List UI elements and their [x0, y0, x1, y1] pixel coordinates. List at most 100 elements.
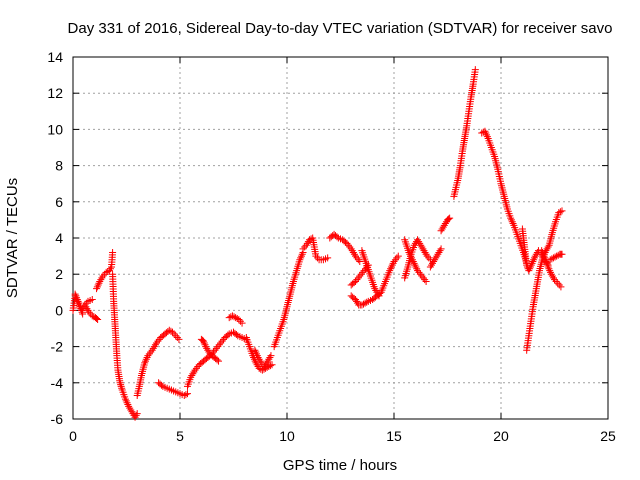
data-point — [429, 259, 437, 267]
data-point — [258, 366, 266, 374]
data-point — [417, 241, 425, 249]
data-point — [73, 294, 81, 302]
data-point — [483, 133, 491, 141]
data-point — [324, 254, 332, 262]
data-point — [525, 267, 533, 275]
data-point — [481, 127, 489, 135]
data-point — [264, 357, 272, 365]
data-point — [343, 239, 351, 247]
data-point — [238, 319, 246, 327]
data-point — [169, 328, 177, 336]
data-point — [555, 281, 563, 289]
data-point — [211, 346, 219, 354]
y-tick-label: 4 — [55, 230, 63, 246]
data-point — [225, 314, 233, 322]
data-point — [430, 258, 438, 266]
data-point — [217, 339, 225, 347]
data-point — [141, 357, 149, 365]
data-point — [255, 364, 263, 372]
data-point — [254, 353, 262, 361]
data-point — [301, 243, 309, 251]
y-tick-label: -2 — [51, 339, 64, 355]
data-point — [354, 256, 362, 264]
data-point — [350, 250, 358, 258]
data-point — [131, 413, 139, 421]
data-point — [78, 308, 86, 316]
data-point — [509, 220, 517, 228]
data-point — [546, 256, 554, 264]
data-point — [483, 131, 491, 139]
data-point — [552, 277, 560, 285]
data-point — [547, 270, 555, 278]
data-point — [148, 346, 156, 354]
data-point — [77, 305, 85, 313]
data-point — [128, 408, 136, 416]
data-point — [144, 352, 152, 360]
data-point — [145, 350, 153, 358]
data-point — [353, 297, 361, 305]
data-point — [432, 254, 440, 262]
data-point — [556, 208, 564, 216]
data-point — [232, 314, 240, 322]
data-point — [267, 352, 275, 360]
data-point — [427, 261, 435, 269]
data-point — [235, 315, 243, 323]
data-point — [416, 270, 424, 278]
data-point — [228, 312, 236, 320]
data-point — [341, 238, 349, 246]
data-point — [105, 267, 113, 275]
data-point — [215, 341, 223, 349]
data-point — [155, 335, 163, 343]
data-point — [102, 268, 110, 276]
data-point — [436, 247, 444, 255]
data-point — [180, 391, 188, 399]
data-point — [79, 310, 87, 318]
data-point — [93, 283, 101, 291]
data-point — [434, 250, 442, 258]
data-point — [437, 245, 445, 253]
data-point — [551, 276, 558, 284]
data-point — [426, 263, 434, 271]
data-point — [482, 129, 490, 137]
data-point — [204, 346, 212, 354]
data-point — [255, 355, 263, 363]
data-point — [363, 298, 371, 306]
data-point — [411, 261, 419, 269]
data-point — [390, 258, 398, 266]
data-point — [150, 343, 158, 351]
x-tick-label: 0 — [69, 428, 77, 444]
data-point — [540, 252, 548, 260]
data-point — [299, 245, 307, 253]
data-point — [298, 250, 306, 258]
data-point — [183, 390, 191, 398]
data-point — [297, 252, 305, 260]
data-point — [412, 263, 420, 271]
data-point — [545, 265, 553, 273]
data-point — [359, 268, 367, 276]
data-point — [386, 267, 394, 275]
data-point — [387, 265, 395, 273]
data-point — [388, 261, 396, 269]
y-tick-label: -4 — [51, 375, 64, 391]
data-point — [406, 250, 414, 258]
data-point — [375, 292, 383, 300]
y-axis-label: SDTVAR / TECUs — [4, 178, 21, 298]
data-point — [117, 382, 125, 390]
data-point — [236, 317, 244, 325]
data-point — [230, 313, 238, 321]
data-point — [265, 355, 273, 363]
data-point — [253, 350, 261, 358]
data-point — [344, 241, 352, 249]
data-point — [440, 221, 448, 229]
data-point — [212, 344, 220, 352]
data-point — [507, 216, 515, 224]
data-point — [433, 252, 441, 260]
data-point — [187, 373, 195, 381]
data-point — [543, 245, 551, 253]
x-axis-label: GPS time / hours — [283, 457, 397, 474]
data-point — [530, 254, 538, 262]
data-point — [75, 299, 83, 307]
data-point — [194, 363, 202, 371]
x-tick-label: 20 — [493, 428, 509, 444]
data-point — [82, 299, 90, 307]
